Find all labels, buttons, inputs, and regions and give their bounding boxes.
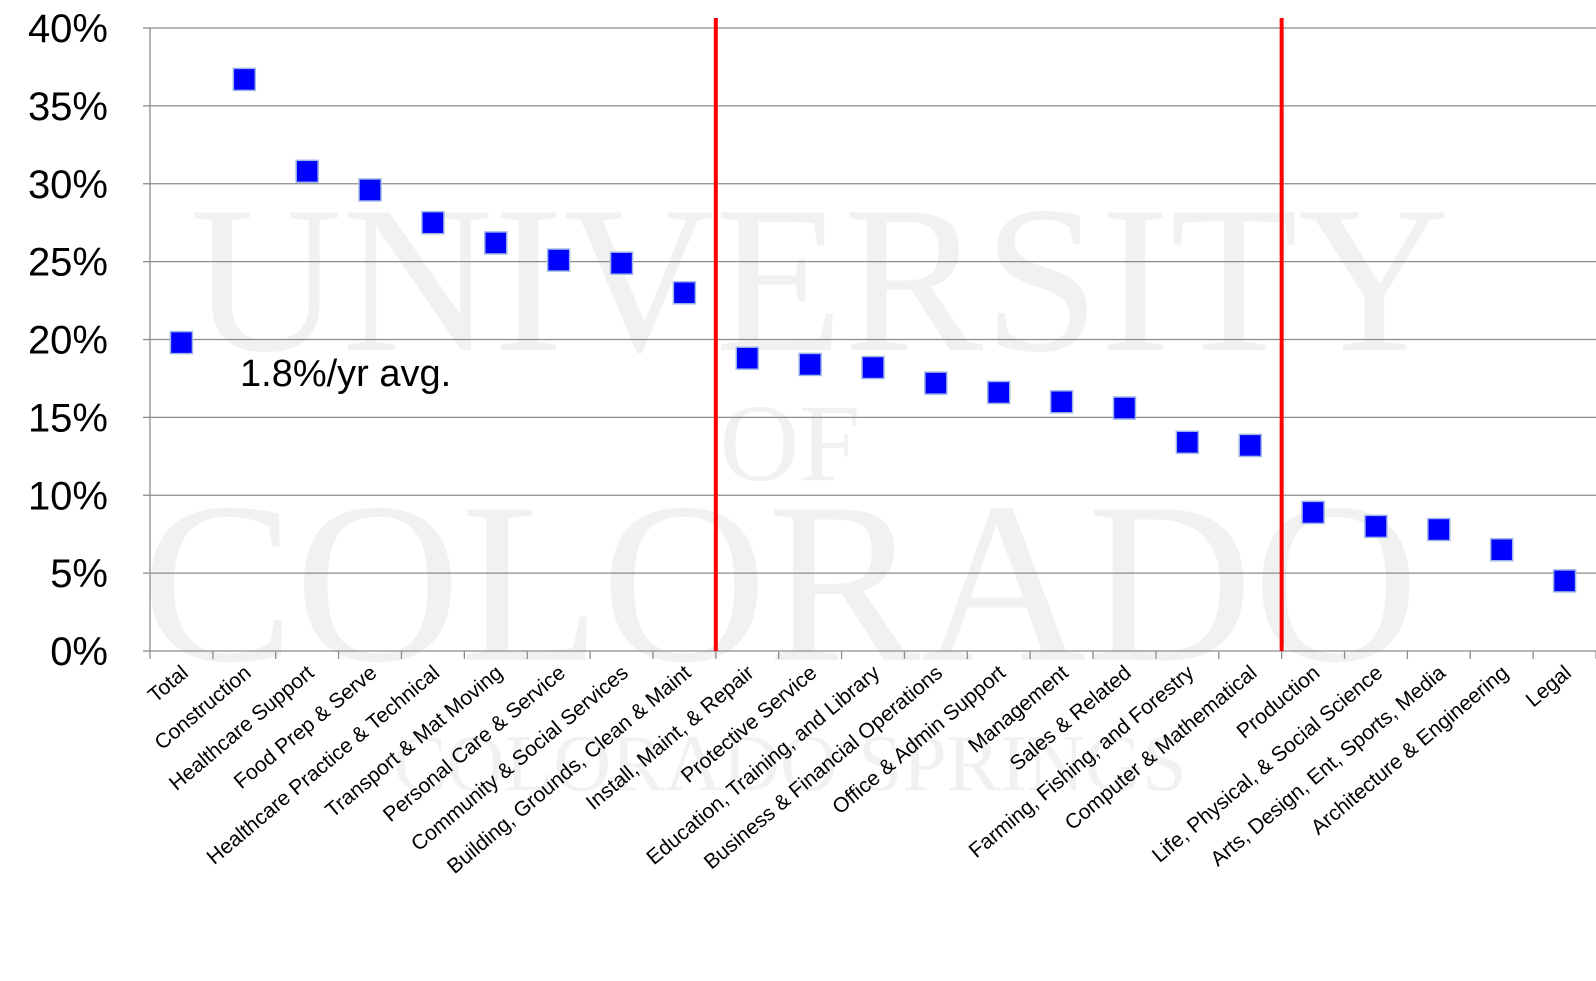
y-tick-label: 40% [28, 7, 108, 51]
y-tick-label: 5% [50, 552, 108, 596]
data-point [484, 231, 508, 255]
annotation-text: 1.8%/yr avg. [240, 353, 451, 395]
data-point [421, 210, 445, 235]
y-axis: 0% 5% 10% 15% 20% 25% 30% 35% 40% [28, 7, 151, 674]
watermark-line-3: COLORADO [141, 455, 1419, 710]
data-points [169, 67, 1577, 593]
gridlines [150, 27, 1596, 574]
y-tick-label: 20% [28, 319, 108, 363]
data-point [358, 178, 382, 202]
y-tick-label: 30% [28, 163, 108, 207]
x-tick-label: Legal [1522, 661, 1576, 712]
data-point [1301, 500, 1325, 525]
data-point [1364, 514, 1388, 539]
data-point [295, 159, 319, 184]
data-point [546, 248, 571, 272]
data-point [1427, 517, 1451, 542]
data-point [924, 371, 948, 395]
data-point [609, 251, 634, 275]
y-tick-label: 0% [50, 630, 108, 674]
data-point [1489, 538, 1514, 562]
divider-lines [713, 18, 1284, 651]
data-point [1238, 433, 1262, 458]
data-point [232, 67, 257, 92]
data-point [735, 346, 760, 370]
data-point [1552, 569, 1577, 593]
data-point [1049, 390, 1074, 414]
data-point [169, 330, 194, 355]
watermark-line-2: OF [720, 382, 861, 504]
y-tick-label: 15% [28, 396, 108, 440]
data-point [986, 380, 1011, 405]
data-point [861, 355, 885, 380]
data-point [1175, 430, 1200, 455]
data-point [798, 352, 822, 377]
data-point [1112, 396, 1137, 420]
watermark-line-4: COLORADO SPRINGS [393, 720, 1186, 808]
y-tick-label: 10% [28, 474, 108, 518]
y-tick-label: 35% [28, 85, 108, 129]
watermark: UNIVERSITY OF COLORADO COLORADO SPRINGS [141, 164, 1450, 808]
data-point [672, 281, 697, 305]
y-tick-label: 25% [28, 241, 108, 285]
